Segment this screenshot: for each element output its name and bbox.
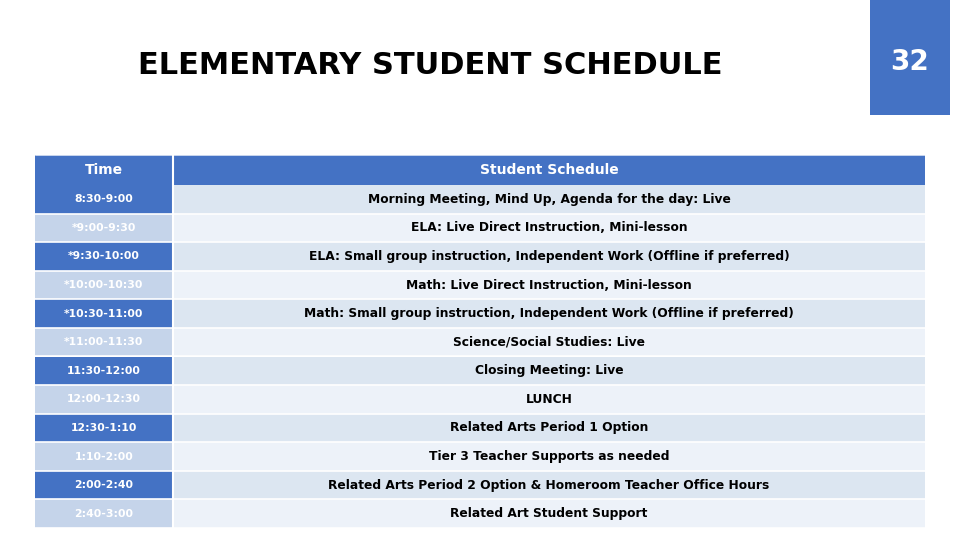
Text: 11:30-12:00: 11:30-12:00 xyxy=(67,366,141,376)
Text: Closing Meeting: Live: Closing Meeting: Live xyxy=(474,364,623,377)
Text: LUNCH: LUNCH xyxy=(525,393,572,406)
Text: 32: 32 xyxy=(891,49,929,77)
Bar xyxy=(35,442,173,471)
Text: 8:30-9:00: 8:30-9:00 xyxy=(75,194,133,204)
Bar xyxy=(35,155,925,185)
Bar xyxy=(870,0,950,115)
Text: ELA: Small group instruction, Independent Work (Offline if preferred): ELA: Small group instruction, Independen… xyxy=(309,250,789,263)
Bar xyxy=(173,356,925,385)
Bar xyxy=(173,500,925,528)
Bar xyxy=(35,271,173,299)
Bar xyxy=(173,242,925,271)
Bar xyxy=(173,299,925,328)
Bar xyxy=(173,385,925,414)
Text: Related Arts Period 2 Option & Homeroom Teacher Office Hours: Related Arts Period 2 Option & Homeroom … xyxy=(328,478,770,491)
Text: 12:00-12:30: 12:00-12:30 xyxy=(67,394,141,404)
Bar xyxy=(35,500,173,528)
Bar xyxy=(173,328,925,356)
Bar xyxy=(35,328,173,356)
Bar xyxy=(173,442,925,471)
Bar xyxy=(35,242,173,271)
Text: Morning Meeting, Mind Up, Agenda for the day: Live: Morning Meeting, Mind Up, Agenda for the… xyxy=(368,193,731,206)
Text: Math: Small group instruction, Independent Work (Offline if preferred): Math: Small group instruction, Independe… xyxy=(304,307,794,320)
Bar xyxy=(173,271,925,299)
Text: *9:30-10:00: *9:30-10:00 xyxy=(68,252,140,261)
Bar xyxy=(173,471,925,500)
Text: Tier 3 Teacher Supports as needed: Tier 3 Teacher Supports as needed xyxy=(429,450,669,463)
Text: Math: Live Direct Instruction, Mini-lesson: Math: Live Direct Instruction, Mini-less… xyxy=(406,279,692,292)
Text: Time: Time xyxy=(84,163,123,177)
Bar xyxy=(35,471,173,500)
Bar xyxy=(35,385,173,414)
Text: ELA: Live Direct Instruction, Mini-lesson: ELA: Live Direct Instruction, Mini-lesso… xyxy=(411,221,687,234)
Text: 1:10-2:00: 1:10-2:00 xyxy=(75,451,133,462)
Bar xyxy=(173,214,925,242)
Bar xyxy=(35,185,173,214)
Text: *10:30-11:00: *10:30-11:00 xyxy=(64,309,144,319)
Text: 2:40-3:00: 2:40-3:00 xyxy=(75,509,133,519)
Text: *11:00-11:30: *11:00-11:30 xyxy=(64,337,144,347)
Text: ELEMENTARY STUDENT SCHEDULE: ELEMENTARY STUDENT SCHEDULE xyxy=(137,51,722,79)
Text: *10:00-10:30: *10:00-10:30 xyxy=(64,280,144,290)
Bar xyxy=(173,414,925,442)
Bar xyxy=(35,414,173,442)
Text: *9:00-9:30: *9:00-9:30 xyxy=(72,223,136,233)
Text: 12:30-1:10: 12:30-1:10 xyxy=(71,423,137,433)
Text: Student Schedule: Student Schedule xyxy=(480,163,618,177)
Text: 2:00-2:40: 2:00-2:40 xyxy=(75,480,133,490)
Bar xyxy=(35,356,173,385)
Text: Science/Social Studies: Live: Science/Social Studies: Live xyxy=(453,336,645,349)
Bar xyxy=(35,299,173,328)
Bar xyxy=(35,214,173,242)
Bar xyxy=(173,185,925,214)
Text: Related Art Student Support: Related Art Student Support xyxy=(450,507,648,520)
Text: Related Arts Period 1 Option: Related Arts Period 1 Option xyxy=(450,421,648,435)
